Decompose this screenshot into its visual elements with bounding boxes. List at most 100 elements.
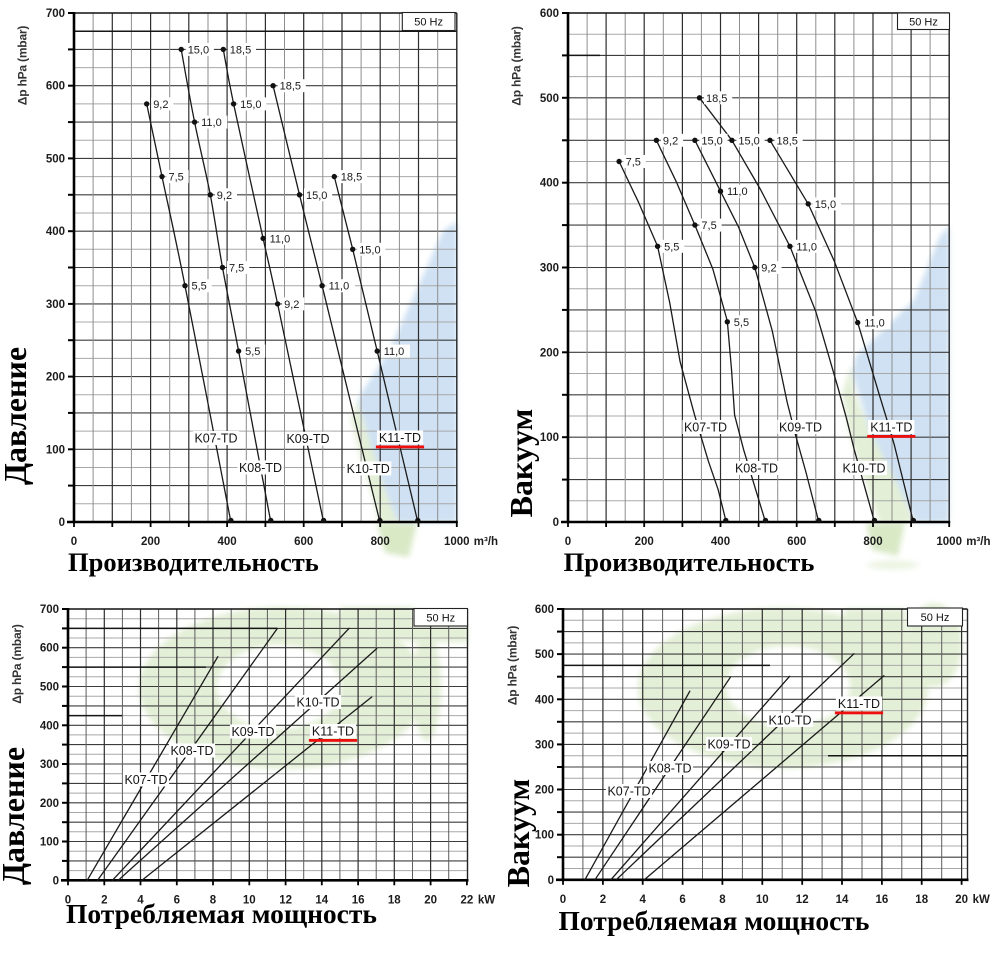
svg-text:Δp hPa (mbar): Δp hPa (mbar) [16,26,30,106]
svg-text:m³/h: m³/h [966,536,990,548]
svg-text:K07-TD: K07-TD [607,785,650,799]
svg-text:0: 0 [560,894,566,906]
svg-text:12: 12 [279,894,292,906]
svg-text:0: 0 [53,875,59,887]
svg-text:300: 300 [40,759,59,771]
svg-text:K11-TD: K11-TD [870,421,912,435]
svg-text:18: 18 [388,894,401,906]
svg-text:100: 100 [535,830,554,842]
svg-text:K10-TD: K10-TD [347,462,390,476]
svg-text:15,0: 15,0 [240,99,261,111]
svg-text:Потребляемая мощность: Потребляемая мощность [559,905,870,936]
svg-text:Потребляемая мощность: Потребляемая мощность [66,898,377,929]
svg-text:Давление: Давление [0,347,33,485]
svg-text:Δp hPa (mbar): Δp hPa (mbar) [10,624,24,704]
svg-text:14: 14 [315,894,328,906]
svg-text:12: 12 [796,894,809,906]
svg-text:18,5: 18,5 [706,93,727,105]
svg-text:kW: kW [973,894,990,906]
svg-text:K11-TD: K11-TD [312,725,354,739]
svg-text:K11-TD: K11-TD [838,697,880,711]
svg-text:11,0: 11,0 [796,241,817,253]
svg-text:7,5: 7,5 [701,220,716,232]
svg-text:200: 200 [40,798,59,810]
svg-text:18,5: 18,5 [230,44,251,56]
svg-text:18,5: 18,5 [280,81,301,93]
svg-text:Δp hPa (mbar): Δp hPa (mbar) [506,626,520,706]
svg-text:9,2: 9,2 [153,99,168,111]
svg-text:0: 0 [565,536,571,548]
svg-text:400: 400 [535,694,554,706]
svg-text:400: 400 [540,178,559,190]
svg-text:500: 500 [40,682,59,694]
svg-text:18: 18 [915,894,928,906]
svg-text:200: 200 [46,372,65,384]
svg-text:10: 10 [756,894,769,906]
svg-text:200: 200 [141,536,160,548]
svg-text:0: 0 [71,536,77,548]
svg-text:2: 2 [600,894,606,906]
svg-text:700: 700 [46,8,65,20]
svg-text:800: 800 [863,536,882,548]
svg-text:15,0: 15,0 [815,199,836,211]
svg-text:9,2: 9,2 [284,299,299,311]
svg-text:7,5: 7,5 [626,157,641,169]
svg-text:50 Hz: 50 Hz [909,16,938,28]
svg-text:K08-TD: K08-TD [170,744,213,758]
svg-text:20: 20 [955,894,968,906]
svg-text:11,0: 11,0 [727,186,748,198]
svg-text:14: 14 [836,894,849,906]
svg-text:K09-TD: K09-TD [231,725,274,739]
svg-text:K11-TD: K11-TD [379,431,421,445]
svg-text:K10-TD: K10-TD [768,714,811,728]
svg-text:K10-TD: K10-TD [842,462,885,476]
svg-text:100: 100 [40,837,59,849]
svg-text:0: 0 [65,894,71,906]
svg-text:K09-TD: K09-TD [779,421,822,435]
svg-text:600: 600 [535,604,554,616]
svg-text:800: 800 [371,536,390,548]
svg-text:K09-TD: K09-TD [286,432,329,446]
svg-text:300: 300 [540,263,559,275]
svg-text:Вакуум: Вакуум [500,779,536,888]
svg-text:15,0: 15,0 [306,190,327,202]
svg-text:11,0: 11,0 [329,281,350,293]
svg-text:400: 400 [40,720,59,732]
svg-text:Давление: Давление [0,747,31,885]
svg-text:500: 500 [46,153,65,165]
svg-text:Производительность: Производительность [564,547,815,577]
svg-text:K07-TD: K07-TD [194,432,237,446]
svg-text:11,0: 11,0 [270,233,291,245]
svg-text:10: 10 [243,894,256,906]
svg-text:Производительность: Производительность [68,547,319,577]
svg-text:7,5: 7,5 [229,263,244,275]
svg-text:16: 16 [352,894,365,906]
svg-text:8: 8 [210,894,217,906]
svg-text:9,2: 9,2 [761,263,776,275]
svg-text:K07-TD: K07-TD [684,421,727,435]
svg-text:5,5: 5,5 [192,281,207,293]
svg-text:22: 22 [461,894,474,906]
svg-text:18,5: 18,5 [777,135,798,147]
svg-text:15,0: 15,0 [701,135,722,147]
svg-text:200: 200 [540,347,559,359]
svg-text:K08-TD: K08-TD [239,461,282,475]
svg-text:5,5: 5,5 [664,241,679,253]
svg-text:m³/h: m³/h [474,536,498,548]
svg-text:300: 300 [535,739,554,751]
svg-text:7,5: 7,5 [169,172,184,184]
svg-text:K09-TD: K09-TD [707,738,750,752]
svg-text:K07-TD: K07-TD [124,773,167,787]
svg-text:Δp hPa (mbar): Δp hPa (mbar) [510,26,524,106]
svg-text:600: 600 [787,536,806,548]
svg-text:400: 400 [711,536,730,548]
svg-text:6: 6 [679,894,685,906]
svg-text:K08-TD: K08-TD [648,762,691,776]
svg-text:5,5: 5,5 [245,346,260,358]
svg-text:K08-TD: K08-TD [735,462,778,476]
svg-text:Вакуум: Вакуум [503,409,539,518]
svg-text:50 Hz: 50 Hz [426,613,455,625]
svg-text:9,2: 9,2 [663,135,678,147]
svg-text:200: 200 [635,536,654,548]
svg-text:300: 300 [46,299,65,311]
